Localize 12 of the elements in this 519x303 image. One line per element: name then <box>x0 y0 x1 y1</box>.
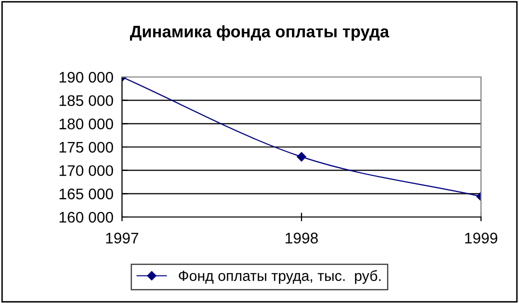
x-tick-label: 1999 <box>465 232 498 244</box>
y-tick-label: 185 000 <box>60 95 114 106</box>
legend-label: Фонд оплаты труда, тыс. руб. <box>178 270 381 284</box>
y-tick-label: 165 000 <box>60 188 114 200</box>
y-tick-label: 180 000 <box>60 118 114 130</box>
chart-title: Динамика фонда оплаты труда <box>130 25 390 41</box>
y-tick-label: 190 000 <box>60 72 114 83</box>
y-tick-label: 175 000 <box>60 142 114 153</box>
x-tick-label: 1998 <box>286 232 318 244</box>
x-tick-label: 1997 <box>106 232 138 244</box>
y-tick-label: 160 000 <box>60 212 114 223</box>
y-tick-label: 170 000 <box>60 165 114 176</box>
